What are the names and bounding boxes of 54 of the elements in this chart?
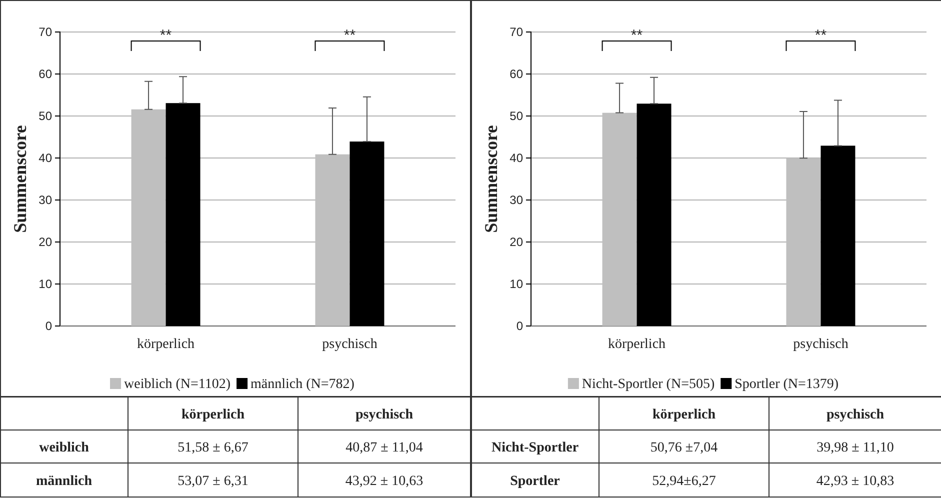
bar: [636, 104, 671, 326]
y-axis-title: Summenscore: [480, 125, 500, 233]
y-tick-label: 0: [45, 318, 52, 333]
x-tick-label: körperlich: [137, 336, 195, 352]
y-tick-label: 40: [38, 150, 52, 165]
x-tick-label: psychisch: [322, 336, 378, 352]
bar: [315, 154, 350, 326]
annotation: **: [344, 27, 356, 44]
bar: [350, 142, 384, 326]
category-label: körperlich: [182, 408, 244, 422]
y-tick-label: 10: [38, 276, 52, 291]
legend-label: männlich (N=782): [250, 377, 355, 392]
y-tick-label: 0: [516, 318, 523, 333]
bar: [166, 103, 200, 326]
y-tick-label: 70: [509, 24, 523, 39]
legend-label: Nicht-Sportler (N=505): [581, 377, 714, 392]
y-tick-label: 30: [38, 192, 52, 207]
data-label: 52,94±6,27: [652, 474, 716, 489]
x-tick-label: körperlich: [608, 336, 666, 352]
text: Nicht-Sportler: [490, 440, 578, 456]
x-tick-label: psychisch: [792, 336, 848, 352]
text: Sportler: [510, 474, 560, 489]
data-label: 50,76 ±7,04: [650, 440, 718, 456]
y-tick-label: 50: [509, 108, 523, 123]
text: weiblich: [39, 440, 90, 456]
category-label: körperlich: [652, 408, 715, 422]
y-tick-label: 60: [509, 66, 523, 81]
data-label: 40,87 ± 11,04: [346, 440, 423, 456]
legend-label: weiblich (N=1102): [124, 377, 231, 392]
data-label: 39,98 ± 11,10: [816, 440, 894, 456]
annotation: **: [160, 27, 172, 44]
y-tick-label: 20: [509, 234, 523, 249]
bar: [786, 158, 820, 326]
data-label: 42,93 ± 10,83: [816, 474, 894, 489]
bar: [131, 109, 166, 326]
y-axis-title: Summenscore: [10, 125, 30, 233]
category-label: psychisch: [355, 408, 414, 422]
category-label: psychisch: [826, 408, 884, 422]
data-label: 43,92 ± 10,63: [345, 474, 424, 489]
bar: [820, 146, 855, 326]
y-tick-label: 50: [38, 108, 52, 123]
data-label: 51,58 ± 6,67: [178, 440, 248, 456]
bar: [602, 112, 636, 326]
y-tick-label: 70: [38, 24, 52, 39]
y-tick-label: 10: [509, 276, 523, 291]
data-label: 53,07 ± 6,31: [178, 474, 248, 489]
y-tick-label: 60: [38, 66, 52, 81]
y-tick-label: 30: [509, 192, 523, 207]
text: männlich: [36, 474, 92, 489]
y-tick-label: 40: [509, 150, 523, 165]
legend-label: Sportler (N=1379): [734, 377, 838, 392]
y-tick-label: 20: [38, 234, 52, 249]
annotation: **: [814, 27, 826, 44]
annotation: **: [630, 27, 642, 44]
